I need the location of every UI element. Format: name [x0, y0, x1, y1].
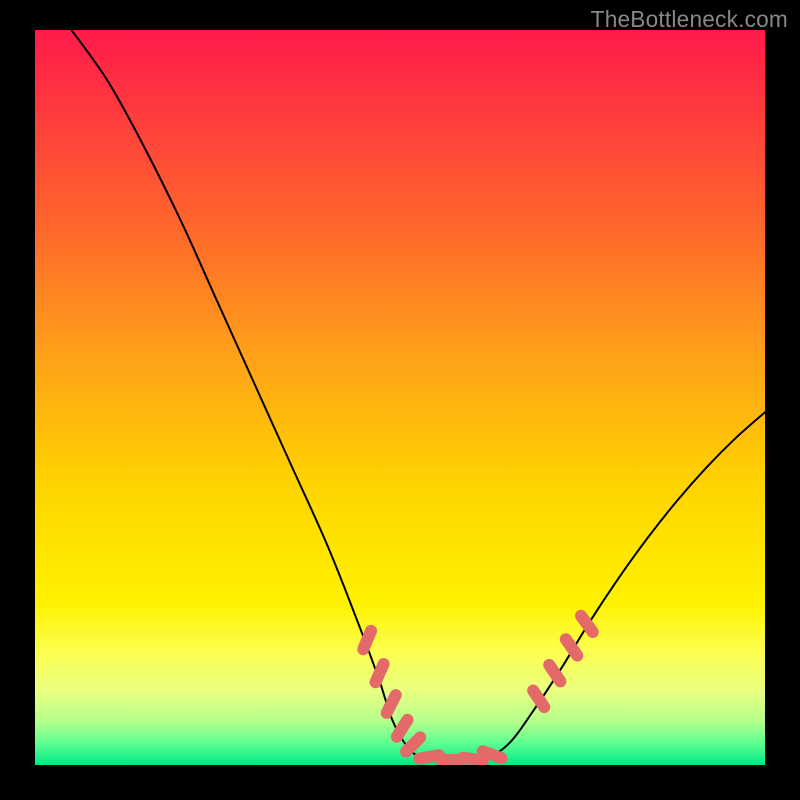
gradient-background	[35, 30, 765, 765]
watermark-text: TheBottleneck.com	[591, 6, 788, 33]
chart-stage: TheBottleneck.com	[0, 0, 800, 800]
bottleneck-chart	[35, 30, 765, 765]
